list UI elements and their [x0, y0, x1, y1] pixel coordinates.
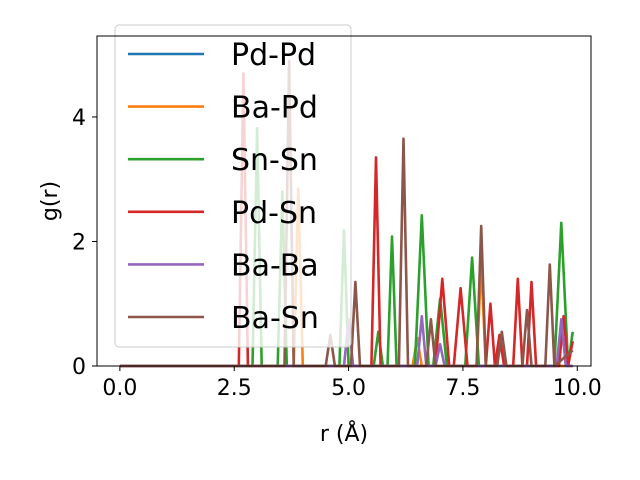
x-tick-label: 10.0	[553, 376, 602, 401]
legend-label-ba-sn: Ba-Sn	[231, 301, 319, 336]
x-tick-label: 7.5	[445, 376, 480, 401]
y-axis-label: g(r)	[38, 181, 63, 221]
y-tick-label: 2	[72, 230, 86, 255]
legend-label-pd-pd: Pd-Pd	[231, 38, 316, 73]
y-tick-label: 0	[72, 355, 86, 380]
y-axis: 0 2 4	[72, 106, 97, 380]
legend-label-sn-sn: Sn-Sn	[231, 143, 318, 178]
legend-label-pd-sn: Pd-Sn	[231, 196, 317, 231]
x-tick-label: 0.0	[102, 376, 137, 401]
legend-label-ba-ba: Ba-Ba	[231, 248, 319, 283]
legend-label-ba-pd: Ba-Pd	[231, 91, 318, 126]
x-tick-label: 2.5	[217, 376, 252, 401]
x-tick-label: 5.0	[331, 376, 366, 401]
y-tick-label: 4	[72, 106, 86, 131]
legend: Pd-Pd Ba-Pd Sn-Sn Pd-Sn Ba-Ba Ba-Sn	[114, 24, 352, 348]
x-axis-label: r (Å)	[320, 420, 368, 447]
x-axis: 0.0 2.5 5.0 7.5 10.0	[102, 366, 602, 401]
legend-box	[114, 24, 352, 348]
plot-frame	[96, 35, 592, 367]
